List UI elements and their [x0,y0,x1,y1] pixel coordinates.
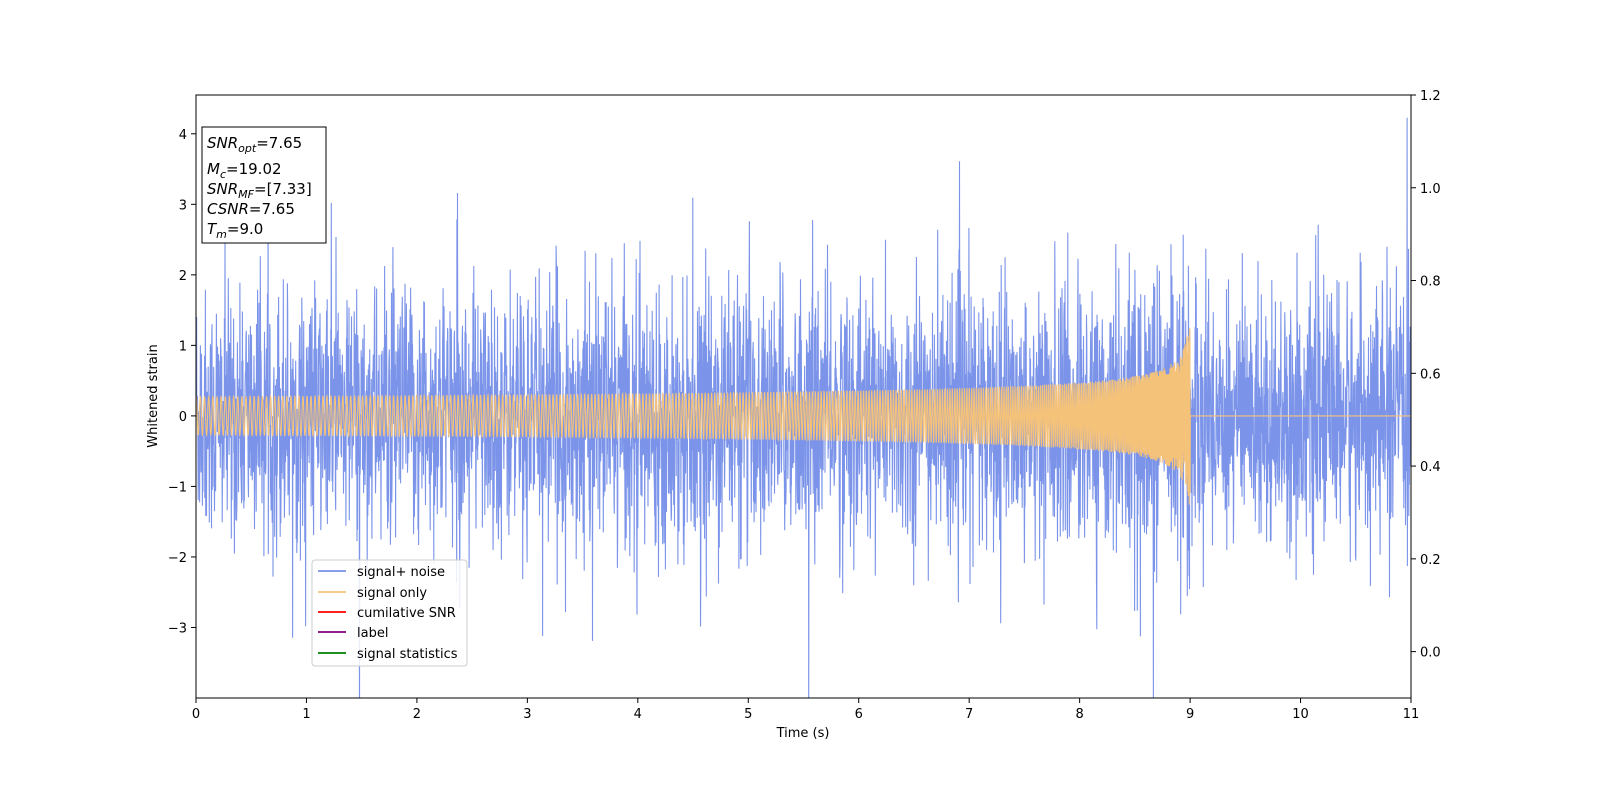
x-tick-label: 0 [192,707,200,722]
legend-item-label: label [318,626,388,641]
y-axis-left: −3 −2 −1 0 1 2 3 4 [168,128,196,636]
y-axis-right: 0.0 0.2 0.4 0.6 0.8 1.0 1.2 [1411,89,1441,661]
y-left-tick-label: −3 [168,621,187,636]
y-right-tick-label: 0.8 [1420,275,1441,290]
x-tick-label: 3 [523,707,531,722]
x-tick-label: 4 [634,707,642,722]
y-right-tick-label: 1.0 [1420,182,1441,197]
x-tick-label: 8 [1075,707,1083,722]
y-left-tick-label: −2 [168,551,187,566]
y-left-tick-label: −1 [168,480,187,495]
x-tick-label: 7 [965,707,973,722]
legend-label: signal+ noise [357,565,445,580]
legend-item-signal-only: signal only [318,586,427,601]
y-axis-label: Whitened strain [146,344,161,447]
legend-item-signal-plus-noise: signal+ noise [318,565,445,580]
y-left-tick-label: 1 [179,339,187,354]
legend-label: signal statistics [357,647,458,662]
y-left-tick-label: 4 [179,128,187,143]
annotation-snr-opt: SNRopt=7.65 [207,134,302,155]
x-tick-label: 6 [855,707,863,722]
y-left-tick-label: 2 [179,269,187,284]
annotation-mc: Mc=19.02 [207,160,282,181]
x-axis: 0 1 2 3 4 5 6 7 8 9 10 11 [192,698,1419,722]
legend-label: label [357,626,388,641]
y-right-tick-label: 0.2 [1420,553,1441,568]
x-tick-label: 2 [413,707,421,722]
legend-item-signal-statistics: signal statistics [318,647,458,662]
y-right-tick-label: 0.6 [1420,367,1441,382]
annotation-tm: Tm=9.0 [207,220,263,241]
x-tick-label: 11 [1403,707,1420,722]
x-tick-label: 10 [1292,707,1309,722]
x-tick-label: 1 [302,707,310,722]
x-tick-label: 9 [1186,707,1194,722]
y-right-tick-label: 1.2 [1420,89,1441,104]
plot-frame [195,94,1412,699]
legend-label: cumilative SNR [357,606,456,621]
series-line-signal-only [196,328,1411,505]
legend-label: signal only [357,586,427,601]
y-left-tick-label: 3 [179,198,187,213]
y-right-tick-label: 0.0 [1420,646,1441,661]
annotation-frame [201,126,327,244]
y-right-tick-label: 0.4 [1420,460,1441,475]
annotation-snr-mf: SNRMF=[7.33] [207,180,312,201]
legend-frame [311,559,468,667]
x-axis-label: Time (s) [776,726,830,741]
series-line-signal-plus-noise [196,117,1411,698]
legend: signal+ noise signal only cumilative SNR… [311,559,468,667]
x-tick-label: 5 [744,707,752,722]
annotation-csnr: CSNR=7.65 [207,200,295,218]
annotation-box: SNRopt=7.65 Mc=19.02 SNRMF=[7.33] CSNR=7… [201,126,327,244]
plot-area [196,117,1411,698]
y-left-tick-label: 0 [179,410,187,425]
legend-item-cumulative-snr: cumilative SNR [318,606,456,621]
